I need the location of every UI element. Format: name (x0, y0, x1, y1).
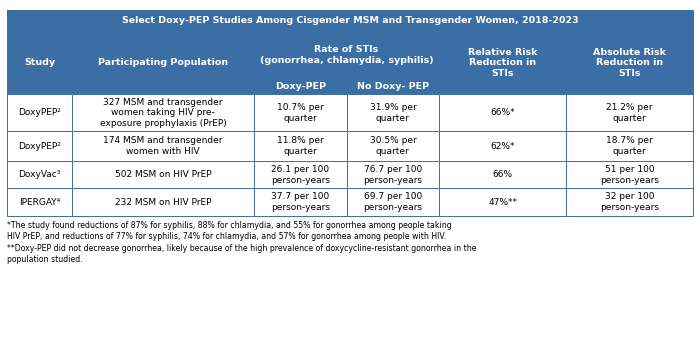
Bar (7, 188, 72, 216)
Text: 26.1 per 100
person-years: 26.1 per 100 person-years (271, 165, 330, 185)
Bar (439, 161, 566, 188)
Bar (72, 188, 254, 216)
Bar (7, 10, 693, 31)
Bar (439, 31, 566, 94)
Text: DoxyPEP²: DoxyPEP² (18, 109, 61, 117)
Bar (346, 79, 439, 94)
Text: 327 MSM and transgender
women taking HIV pre-
exposure prophylaxis (PrEP): 327 MSM and transgender women taking HIV… (99, 98, 226, 128)
Text: *The study found reductions of 87% for syphilis, 88% for chlamydia, and 55% for : *The study found reductions of 87% for s… (7, 221, 477, 264)
Bar (7, 188, 72, 216)
Bar (566, 31, 693, 94)
Bar (254, 188, 346, 216)
Bar (346, 131, 439, 161)
Bar (72, 94, 254, 131)
Bar (72, 161, 254, 188)
Bar (254, 161, 346, 188)
Bar (566, 131, 693, 161)
Bar (346, 79, 439, 94)
Text: 21.2% per
quarter: 21.2% per quarter (606, 103, 653, 123)
Text: 232 MSM on HIV PrEP: 232 MSM on HIV PrEP (115, 197, 211, 207)
Bar (566, 131, 693, 161)
Text: 51 per 100
person-years: 51 per 100 person-years (600, 165, 659, 185)
Text: 10.7% per
quarter: 10.7% per quarter (277, 103, 323, 123)
Bar (346, 161, 439, 188)
Bar (346, 188, 439, 216)
Bar (566, 188, 693, 216)
Text: Relative Risk
Reduction in
STIs: Relative Risk Reduction in STIs (468, 48, 538, 78)
Bar (346, 188, 439, 216)
Bar (72, 131, 254, 161)
Text: DoxyPEP²: DoxyPEP² (18, 142, 61, 151)
Bar (346, 131, 439, 161)
Text: 502 MSM on HIV PrEP: 502 MSM on HIV PrEP (115, 170, 211, 179)
Bar (439, 188, 566, 216)
Bar (7, 94, 72, 131)
Bar (7, 10, 693, 31)
Bar (439, 31, 566, 94)
Text: Absolute Risk
Reduction in
STIs: Absolute Risk Reduction in STIs (593, 48, 666, 78)
Bar (346, 94, 439, 131)
Text: IPERGAY⁴: IPERGAY⁴ (19, 197, 60, 207)
Bar (254, 94, 346, 131)
Bar (7, 161, 72, 188)
Text: 32 per 100
person-years: 32 per 100 person-years (600, 192, 659, 212)
Text: Rate of STIs
(gonorrhea, chlamydia, syphilis): Rate of STIs (gonorrhea, chlamydia, syph… (260, 45, 433, 65)
Bar (7, 161, 72, 188)
Text: 30.5% per
quarter: 30.5% per quarter (370, 136, 416, 156)
Text: 66%: 66% (493, 170, 512, 179)
Bar (254, 131, 346, 161)
Text: Select Doxy-PEP Studies Among Cisgender MSM and Transgender Women, 2018-2023: Select Doxy-PEP Studies Among Cisgender … (122, 16, 578, 25)
Text: Study: Study (24, 59, 55, 67)
Bar (254, 31, 439, 79)
Bar (7, 94, 72, 131)
Bar (254, 31, 439, 79)
Bar (566, 94, 693, 131)
Bar (346, 94, 439, 131)
Text: 69.7 per 100
person-years: 69.7 per 100 person-years (363, 192, 422, 212)
Bar (439, 161, 566, 188)
Bar (72, 161, 254, 188)
Text: 174 MSM and transgender
women with HIV: 174 MSM and transgender women with HIV (104, 136, 223, 156)
Bar (439, 94, 566, 131)
Bar (7, 131, 72, 161)
Bar (254, 94, 346, 131)
Text: 31.9% per
quarter: 31.9% per quarter (370, 103, 416, 123)
Text: 18.7% per
quarter: 18.7% per quarter (606, 136, 653, 156)
Text: 62%*: 62%* (491, 142, 515, 151)
Text: No Doxy- PEP: No Doxy- PEP (357, 82, 429, 91)
Bar (439, 94, 566, 131)
Bar (72, 31, 254, 94)
Bar (346, 161, 439, 188)
Text: 66%*: 66%* (490, 109, 515, 117)
Bar (439, 131, 566, 161)
Bar (72, 131, 254, 161)
Bar (254, 188, 346, 216)
Text: Doxy-PEP: Doxy-PEP (274, 82, 326, 91)
Bar (566, 31, 693, 94)
Bar (7, 31, 72, 94)
Bar (72, 94, 254, 131)
Bar (254, 79, 346, 94)
Bar (72, 188, 254, 216)
Text: 76.7 per 100
person-years: 76.7 per 100 person-years (363, 165, 422, 185)
Text: 47%**: 47%** (488, 197, 517, 207)
Bar (439, 131, 566, 161)
Bar (439, 188, 566, 216)
Bar (254, 161, 346, 188)
Bar (566, 188, 693, 216)
Bar (566, 161, 693, 188)
Bar (7, 31, 72, 94)
Text: DoxyVac³: DoxyVac³ (18, 170, 61, 179)
Bar (254, 79, 346, 94)
Bar (72, 31, 254, 94)
Text: 11.8% per
quarter: 11.8% per quarter (277, 136, 323, 156)
Text: Participating Population: Participating Population (98, 59, 228, 67)
Bar (566, 161, 693, 188)
Text: 37.7 per 100
person-years: 37.7 per 100 person-years (271, 192, 330, 212)
Bar (7, 131, 72, 161)
Bar (566, 94, 693, 131)
Bar (254, 131, 346, 161)
